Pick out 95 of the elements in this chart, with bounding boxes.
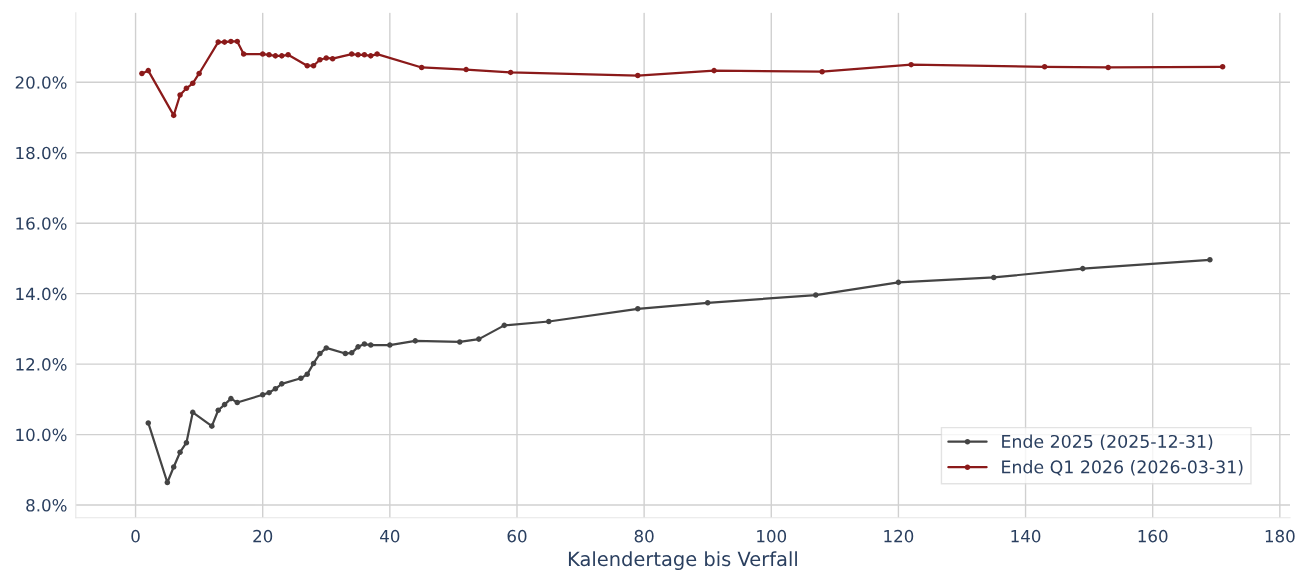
point <box>387 342 393 348</box>
point <box>342 350 349 357</box>
point <box>323 55 330 61</box>
point <box>304 371 310 378</box>
point <box>1079 265 1086 272</box>
legend-label: Ende 2025 (2025-12-31) <box>1002 434 1213 451</box>
point <box>310 360 317 367</box>
point <box>139 70 145 77</box>
point <box>819 68 825 75</box>
point <box>266 52 272 58</box>
point <box>1041 64 1048 70</box>
y-tick-label: 10.0% <box>16 428 67 442</box>
y-tick-label: 20.0% <box>15 76 67 89</box>
point <box>412 338 419 344</box>
x-axis-title: Kalendertage bis Verfall <box>568 551 797 571</box>
point <box>355 52 361 58</box>
point <box>209 423 215 429</box>
point <box>711 67 717 74</box>
point <box>259 51 266 57</box>
point <box>285 52 291 58</box>
point <box>908 61 914 68</box>
y-tick-label: 16.0% <box>16 217 67 230</box>
point <box>418 64 425 71</box>
point <box>234 38 241 45</box>
point <box>177 449 183 455</box>
point <box>1219 64 1226 70</box>
point <box>317 56 323 63</box>
point <box>348 350 355 356</box>
x-tick-label: 60 <box>507 529 527 543</box>
point <box>310 62 317 69</box>
point <box>215 39 221 45</box>
point <box>329 55 336 62</box>
x-tick-label: 120 <box>884 529 914 543</box>
point <box>221 39 228 45</box>
point <box>234 399 241 406</box>
point <box>457 339 463 345</box>
point <box>361 341 368 347</box>
point <box>368 342 374 348</box>
point <box>145 420 152 426</box>
point <box>704 300 711 306</box>
point <box>507 69 514 76</box>
point <box>348 51 355 57</box>
point <box>895 279 902 286</box>
point <box>228 395 234 402</box>
point <box>304 62 310 69</box>
point <box>183 439 190 446</box>
x-tick-label: 160 <box>1138 529 1168 543</box>
point <box>368 53 374 59</box>
point <box>228 38 234 45</box>
point <box>240 51 247 57</box>
x-tick-label: 40 <box>380 529 400 543</box>
legend-label: Ende Q1 2026 (2026-03-31) <box>1002 460 1243 476</box>
x-tick-label: 180 <box>1265 529 1295 543</box>
point <box>272 386 279 392</box>
point <box>476 336 482 342</box>
point <box>634 72 641 79</box>
point <box>279 381 285 387</box>
x-tick-label: 100 <box>757 529 787 543</box>
x-tick-label: 140 <box>1011 529 1041 543</box>
point <box>259 391 266 398</box>
point <box>272 53 279 59</box>
y-tick-label: 12.0% <box>16 358 67 371</box>
point <box>634 306 641 312</box>
point <box>215 407 221 414</box>
y-tick-label: 14.0% <box>16 287 67 301</box>
x-tick-label: 0 <box>131 529 140 543</box>
point <box>177 92 183 98</box>
point <box>266 389 272 396</box>
point <box>183 85 190 92</box>
point <box>170 464 177 470</box>
point <box>374 51 380 57</box>
y-tick-label: 18.0% <box>16 146 67 160</box>
point <box>812 292 819 298</box>
point <box>546 318 552 325</box>
point <box>990 274 997 281</box>
point <box>298 375 304 381</box>
point <box>355 344 361 350</box>
point <box>190 80 196 87</box>
point <box>323 345 330 351</box>
point <box>221 401 228 408</box>
point <box>164 479 171 486</box>
point <box>190 409 196 416</box>
x-tick-label: 20 <box>253 529 273 543</box>
point <box>501 322 508 329</box>
point <box>361 52 368 58</box>
point <box>170 112 177 119</box>
point <box>317 350 323 357</box>
point <box>145 67 152 74</box>
point <box>196 70 202 77</box>
point <box>463 66 469 73</box>
x-tick-label: 80 <box>634 529 654 543</box>
point <box>1207 257 1213 263</box>
point <box>279 53 285 59</box>
point <box>1105 64 1111 71</box>
y-tick-label: 8.0% <box>26 499 67 512</box>
